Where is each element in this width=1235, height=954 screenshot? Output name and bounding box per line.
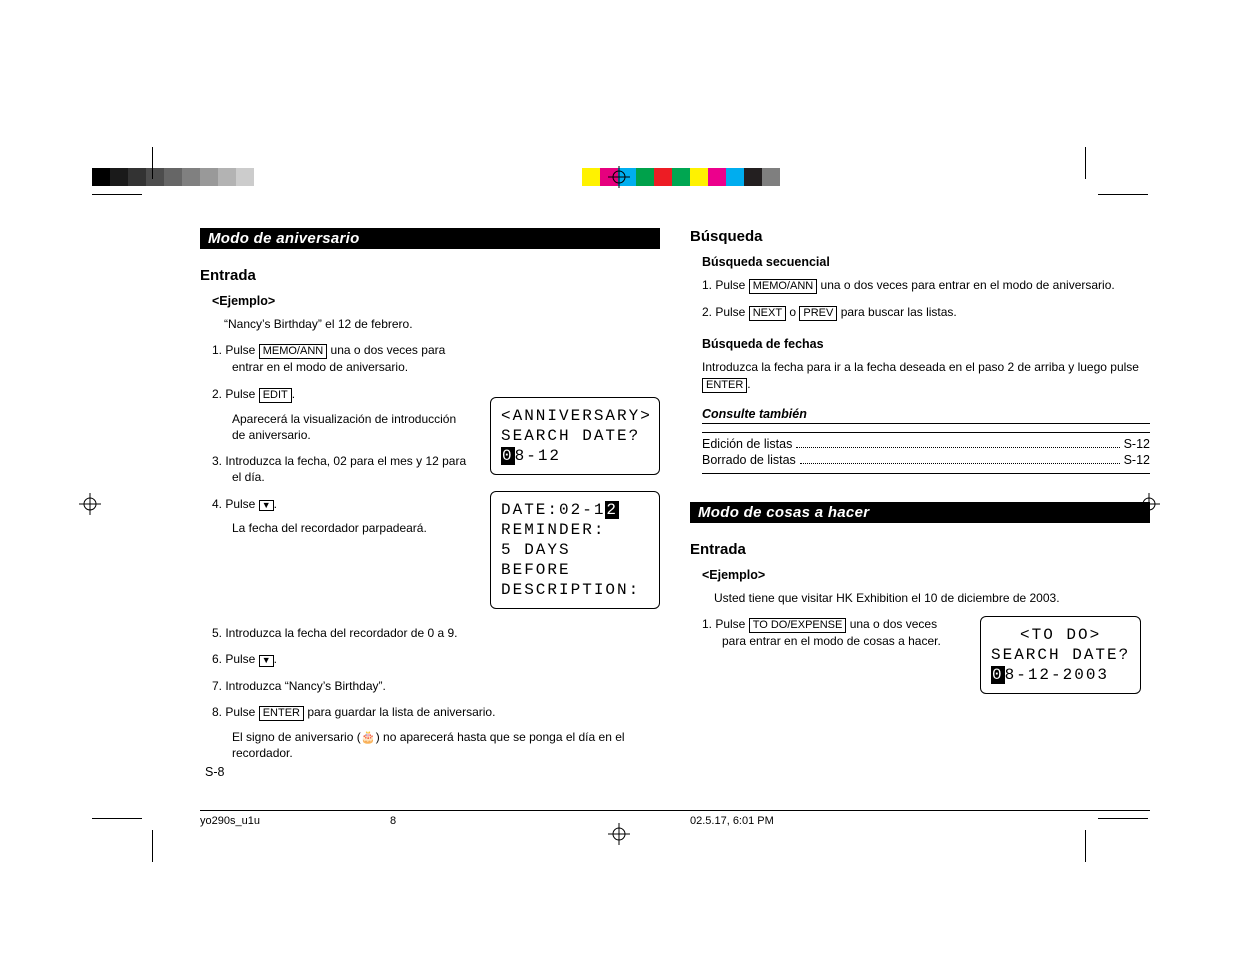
step-2: 2. Pulse EDIT. Aparecerá la visualizació…	[212, 386, 472, 444]
lcd-date-reminder: DATE:02-12 REMINDER: 5 DAYS BEFORE DESCR…	[490, 491, 660, 609]
ref-row: Edición de listas S-12	[702, 437, 1150, 451]
footer-filename: yo290s_u1u	[200, 815, 390, 827]
crop-mark	[1085, 830, 1086, 862]
step-4-desc: La fecha del recordador parpadeará.	[232, 520, 472, 536]
key-todo-expense: TO DO/EXPENSE	[749, 618, 847, 633]
crop-mark	[1085, 147, 1086, 179]
heading-busqueda-fechas: Búsqueda de fechas	[702, 337, 1150, 351]
crop-mark	[152, 147, 153, 179]
page-number: S-8	[205, 765, 224, 779]
down-arrow-icon: ▼	[259, 655, 274, 667]
heading-ejemplo: <Ejemplo>	[212, 294, 660, 308]
key-edit: EDIT	[259, 388, 292, 403]
ejemplo-text: “Nancy’s Birthday” el 12 de febrero.	[224, 316, 660, 332]
footer-page: 8	[390, 815, 590, 827]
key-next: NEXT	[749, 306, 786, 321]
step-2-desc: Aparecerá la visualización de introducci…	[232, 411, 472, 443]
bf-text: Introduzca la fecha para ir a la fecha d…	[702, 359, 1150, 392]
key-memo-ann: MEMO/ANN	[259, 344, 328, 359]
key-enter: ENTER	[702, 378, 747, 393]
registration-mark-icon	[608, 166, 630, 188]
step-8-desc: El signo de aniversario (🎂) no aparecerá…	[232, 729, 660, 761]
heading-entrada: Entrada	[200, 267, 660, 284]
footer: yo290s_u1u 8 02.5.17, 6:01 PM	[200, 810, 1150, 827]
crop-mark	[152, 830, 153, 862]
step-3: 3. Introduzca la fecha, 02 para el mes y…	[212, 453, 472, 485]
key-prev: PREV	[799, 306, 837, 321]
down-arrow-icon: ▼	[259, 500, 274, 512]
lcd-todo: <TO DO> SEARCH DATE? 08-12-2003	[980, 616, 1141, 694]
todo-step-1: 1. Pulse TO DO/EXPENSE una o dos veces p…	[702, 616, 962, 649]
key-memo-ann: MEMO/ANN	[749, 279, 818, 294]
bs-step-1: 1. Pulse MEMO/ANN una o dos veces para e…	[702, 277, 1150, 294]
crop-mark	[92, 194, 142, 195]
section-heading-todo: Modo de cosas a hacer	[690, 502, 1150, 523]
cake-icon: 🎂	[361, 729, 376, 745]
step-5: 5. Introduzca la fecha del recordador de…	[212, 625, 660, 641]
step-8: 8. Pulse ENTER para guardar la lista de …	[212, 704, 660, 762]
crop-mark	[92, 818, 142, 819]
heading-entrada-todo: Entrada	[690, 541, 1150, 558]
crop-mark	[1098, 194, 1148, 195]
step-7: 7. Introduzca “Nancy’s Birthday”.	[212, 678, 660, 694]
section-heading-anniversary: Modo de aniversario	[200, 228, 660, 249]
footer-datetime: 02.5.17, 6:01 PM	[690, 815, 774, 827]
key-enter: ENTER	[259, 706, 304, 721]
registration-mark-icon	[79, 493, 101, 515]
ref-row: Borrado de listas S-12	[702, 453, 1150, 467]
page-content: Modo de aniversario Entrada <Ejemplo> “N…	[200, 228, 1150, 771]
heading-ejemplo-todo: <Ejemplo>	[702, 568, 1150, 582]
lcd-anniversary: <ANNIVERSARY> SEARCH DATE? 08-12	[490, 397, 660, 475]
right-column: Búsqueda Búsqueda secuencial 1. Pulse ME…	[690, 228, 1150, 771]
step-1: 1. Pulse MEMO/ANN una o dos veces para e…	[212, 342, 472, 375]
heading-consulte: Consulte también	[702, 407, 1150, 424]
ejemplo-text-todo: Usted tiene que visitar HK Exhibition el…	[714, 590, 1150, 606]
heading-busqueda: Búsqueda	[690, 228, 1150, 245]
step-4: 4. Pulse ▼. La fecha del recordador parp…	[212, 496, 472, 536]
step-6: 6. Pulse ▼.	[212, 651, 660, 667]
left-column: Modo de aniversario Entrada <Ejemplo> “N…	[200, 228, 660, 771]
reference-table: Edición de listas S-12 Borrado de listas…	[702, 432, 1150, 474]
bs-step-2: 2. Pulse NEXT o PREV para buscar las lis…	[702, 304, 1150, 321]
heading-busqueda-secuencial: Búsqueda secuencial	[702, 255, 1150, 269]
